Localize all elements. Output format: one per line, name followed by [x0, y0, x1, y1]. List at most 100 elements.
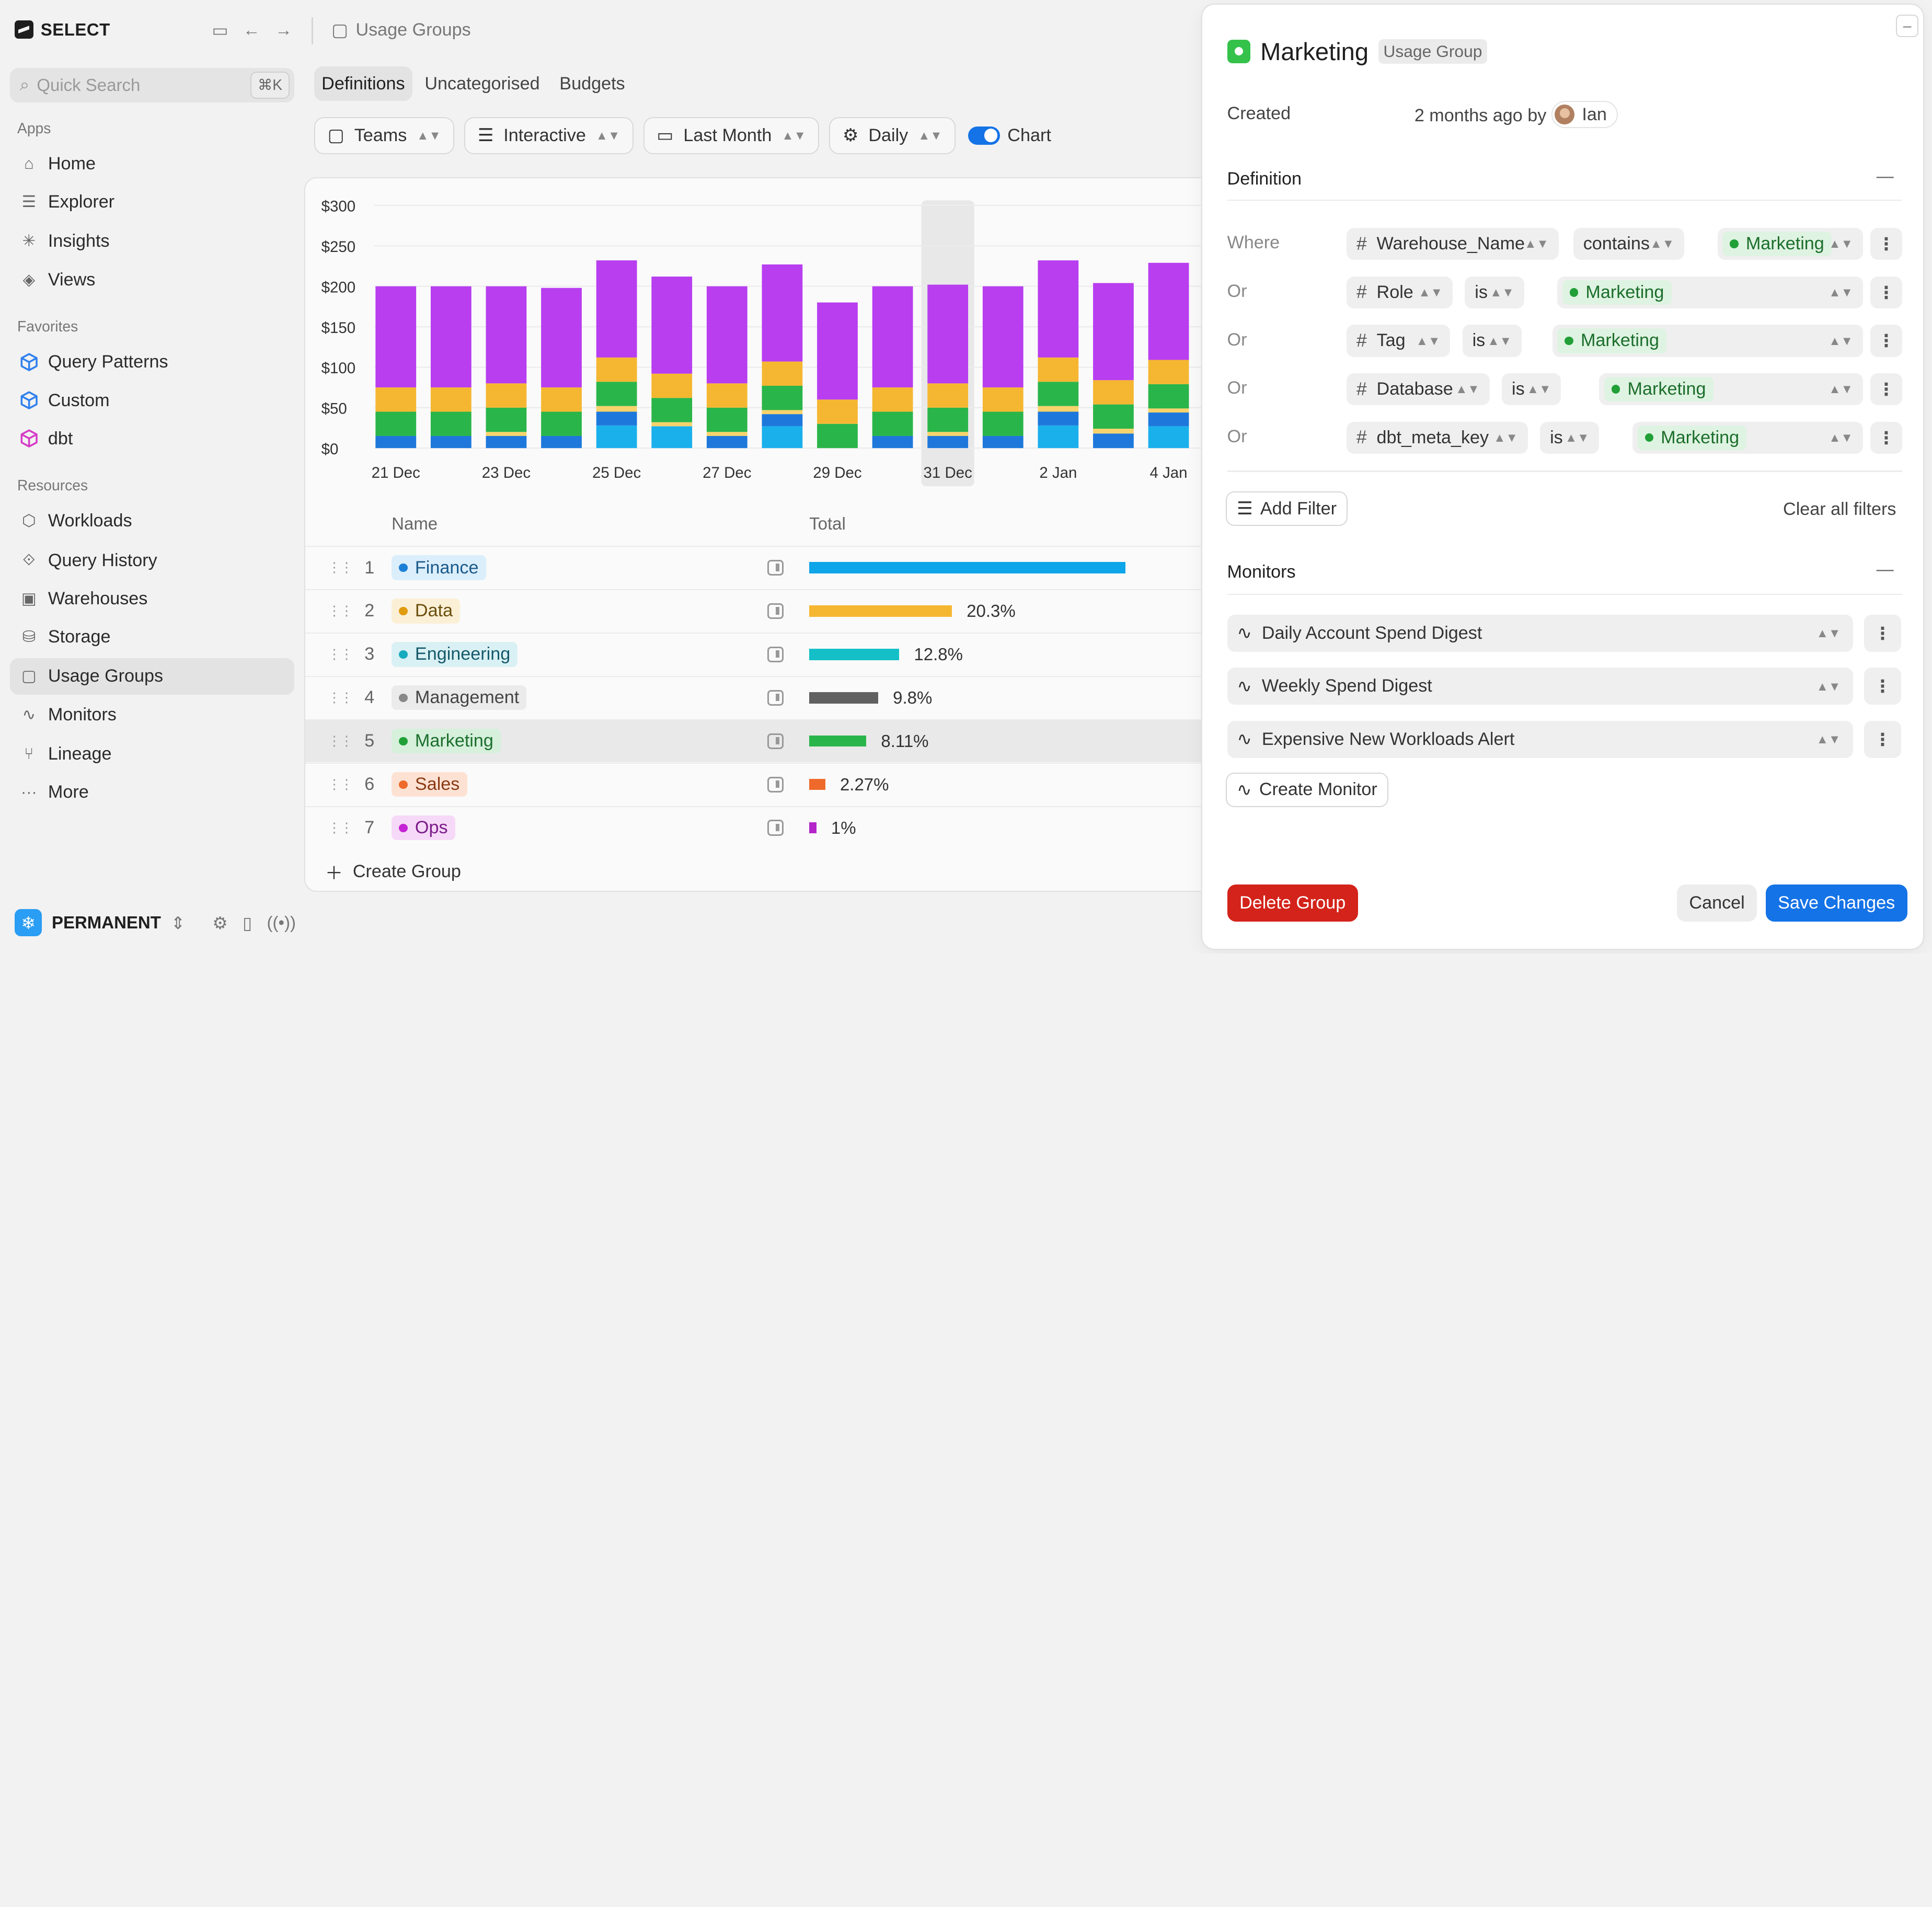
bar-segment[interactable]: [1038, 411, 1079, 426]
monitor-menu-button[interactable]: ⋮: [1864, 668, 1901, 705]
bar-segment[interactable]: [375, 286, 417, 388]
bar-segment[interactable]: [707, 432, 748, 436]
bar-segment[interactable]: [1093, 380, 1134, 405]
bar-segment[interactable]: [596, 426, 637, 449]
drag-handle-icon[interactable]: ⋮⋮: [327, 820, 353, 835]
bar-segment[interactable]: [651, 374, 693, 398]
workspace-switcher-icon[interactable]: ⇕: [170, 913, 186, 933]
table-row[interactable]: ⋮⋮ 5 Marketing 8.11%: [305, 719, 1240, 763]
bar-segment[interactable]: [817, 424, 858, 449]
bar-segment[interactable]: [431, 436, 472, 449]
bar-segment[interactable]: [651, 398, 693, 423]
drag-handle-icon[interactable]: ⋮⋮: [327, 647, 353, 662]
bar-segment[interactable]: [927, 408, 969, 432]
bar-segment[interactable]: [486, 432, 527, 436]
bar-segment[interactable]: [486, 286, 527, 384]
granularity-select[interactable]: ⚙ Daily ▲▼: [829, 117, 956, 154]
bar-segment[interactable]: [872, 411, 913, 436]
group-tag[interactable]: Management: [392, 685, 527, 710]
filter-field-select[interactable]: # Tag ▲▼: [1347, 325, 1451, 357]
bar-segment[interactable]: [1148, 426, 1189, 449]
filter-value-select[interactable]: Marketing ▲▼: [1717, 228, 1863, 260]
monitor-menu-button[interactable]: ⋮: [1864, 615, 1901, 652]
filter-field-select[interactable]: # Role ▲▼: [1347, 276, 1453, 308]
forward-arrow-icon[interactable]: →: [275, 19, 293, 39]
bar-segment[interactable]: [1038, 426, 1079, 449]
bar-segment[interactable]: [1148, 384, 1189, 409]
details-icon[interactable]: [767, 776, 784, 793]
bar-segment[interactable]: [596, 358, 637, 382]
bar-segment[interactable]: [541, 411, 582, 436]
filter-connector[interactable]: Or: [1227, 329, 1247, 350]
user-chip[interactable]: Ian: [1551, 101, 1618, 129]
group-tag[interactable]: Marketing: [392, 729, 501, 754]
bar-segment[interactable]: [983, 286, 1024, 388]
filter-value-select[interactable]: Marketing ▲▼: [1599, 373, 1863, 406]
filter-connector[interactable]: Or: [1227, 426, 1247, 446]
sidebar-item-usage-groups[interactable]: ▢ Usage Groups: [9, 658, 295, 695]
filter-value-select[interactable]: Marketing ▲▼: [1552, 325, 1863, 357]
table-row[interactable]: ⋮⋮ 1 Finance: [305, 545, 1240, 589]
filter-field-select[interactable]: # dbt_meta_key ▲▼: [1347, 421, 1528, 454]
sidebar-item-lineage[interactable]: ⑂ Lineage: [10, 736, 294, 773]
bar-segment[interactable]: [431, 387, 472, 412]
bar-segment[interactable]: [541, 436, 582, 449]
monitor-menu-button[interactable]: ⋮: [1864, 720, 1901, 758]
column-header-name[interactable]: Name: [392, 513, 438, 533]
quick-search[interactable]: ⌕ Quick Search ⌘K: [9, 67, 295, 102]
drag-handle-icon[interactable]: ⋮⋮: [327, 690, 353, 705]
filter-field-select[interactable]: # Database ▲▼: [1347, 373, 1490, 406]
bar-segment[interactable]: [1148, 360, 1189, 385]
delete-group-button[interactable]: Delete Group: [1227, 884, 1358, 922]
bar-segment[interactable]: [1148, 412, 1189, 427]
filter-field-select[interactable]: # Warehouse_Name ▲▼: [1347, 228, 1559, 260]
details-icon[interactable]: [767, 559, 784, 576]
bar-segment[interactable]: [651, 277, 693, 374]
bar-segment[interactable]: [1093, 433, 1134, 449]
back-arrow-icon[interactable]: ←: [243, 19, 260, 39]
clear-filters-link[interactable]: Clear all filters: [1783, 499, 1896, 519]
filter-operator-select[interactable]: is ▲▼: [1465, 276, 1524, 308]
group-tag[interactable]: Finance: [392, 555, 486, 580]
monitor-select[interactable]: ∿ Expensive New Workloads Alert ▲▼: [1227, 720, 1853, 758]
group-title[interactable]: Marketing: [1260, 37, 1369, 65]
collapse-definition-icon[interactable]: —: [1876, 166, 1894, 186]
bar-segment[interactable]: [927, 432, 969, 436]
bar-segment[interactable]: [983, 411, 1024, 436]
drag-handle-icon[interactable]: ⋮⋮: [327, 733, 353, 749]
sidebar-item-monitors[interactable]: ∿ Monitors: [10, 696, 294, 733]
bar-segment[interactable]: [1148, 263, 1189, 360]
save-changes-button[interactable]: Save Changes: [1765, 884, 1907, 922]
drag-handle-icon[interactable]: ⋮⋮: [327, 603, 353, 618]
create-monitor-button[interactable]: ∿ Create Monitor: [1226, 772, 1388, 807]
bar-segment[interactable]: [927, 436, 969, 449]
bar-segment[interactable]: [651, 422, 693, 427]
bar-segment[interactable]: [1038, 260, 1079, 358]
table-row[interactable]: ⋮⋮ 3 Engineering 12.8%: [305, 632, 1240, 675]
add-filter-button[interactable]: ☰ Add Filter: [1226, 491, 1348, 526]
bar-segment[interactable]: [817, 399, 858, 424]
bar-segment[interactable]: [1148, 408, 1189, 413]
table-row[interactable]: ⋮⋮ 7 Ops 1%: [305, 806, 1240, 849]
monitor-select[interactable]: ∿ Daily Account Spend Digest ▲▼: [1227, 615, 1853, 652]
bar-segment[interactable]: [1093, 283, 1134, 381]
details-icon[interactable]: [767, 690, 784, 706]
details-icon[interactable]: [767, 820, 784, 836]
group-by-select[interactable]: ▢ Teams ▲▼: [314, 117, 455, 154]
bar-segment[interactable]: [762, 426, 803, 449]
bar-segment[interactable]: [872, 436, 913, 449]
bar-segment[interactable]: [927, 284, 969, 384]
bar-segment[interactable]: [596, 411, 637, 426]
create-group-button[interactable]: ＋ Create Group: [325, 858, 461, 884]
cancel-button[interactable]: Cancel: [1676, 884, 1757, 922]
bar-segment[interactable]: [1038, 358, 1079, 382]
collapse-monitors-icon[interactable]: —: [1876, 559, 1894, 579]
sidebar-item-workloads[interactable]: ⬡ Workloads: [10, 503, 294, 540]
bar-segment[interactable]: [707, 383, 748, 408]
filter-operator-select[interactable]: contains ▲▼: [1573, 228, 1684, 260]
filter-menu-button[interactable]: ⋮: [1870, 325, 1903, 357]
bar-segment[interactable]: [486, 408, 527, 432]
details-icon[interactable]: [767, 646, 784, 663]
bar-segment[interactable]: [762, 265, 803, 362]
table-row[interactable]: ⋮⋮ 6 Sales 2.27%: [305, 762, 1240, 806]
